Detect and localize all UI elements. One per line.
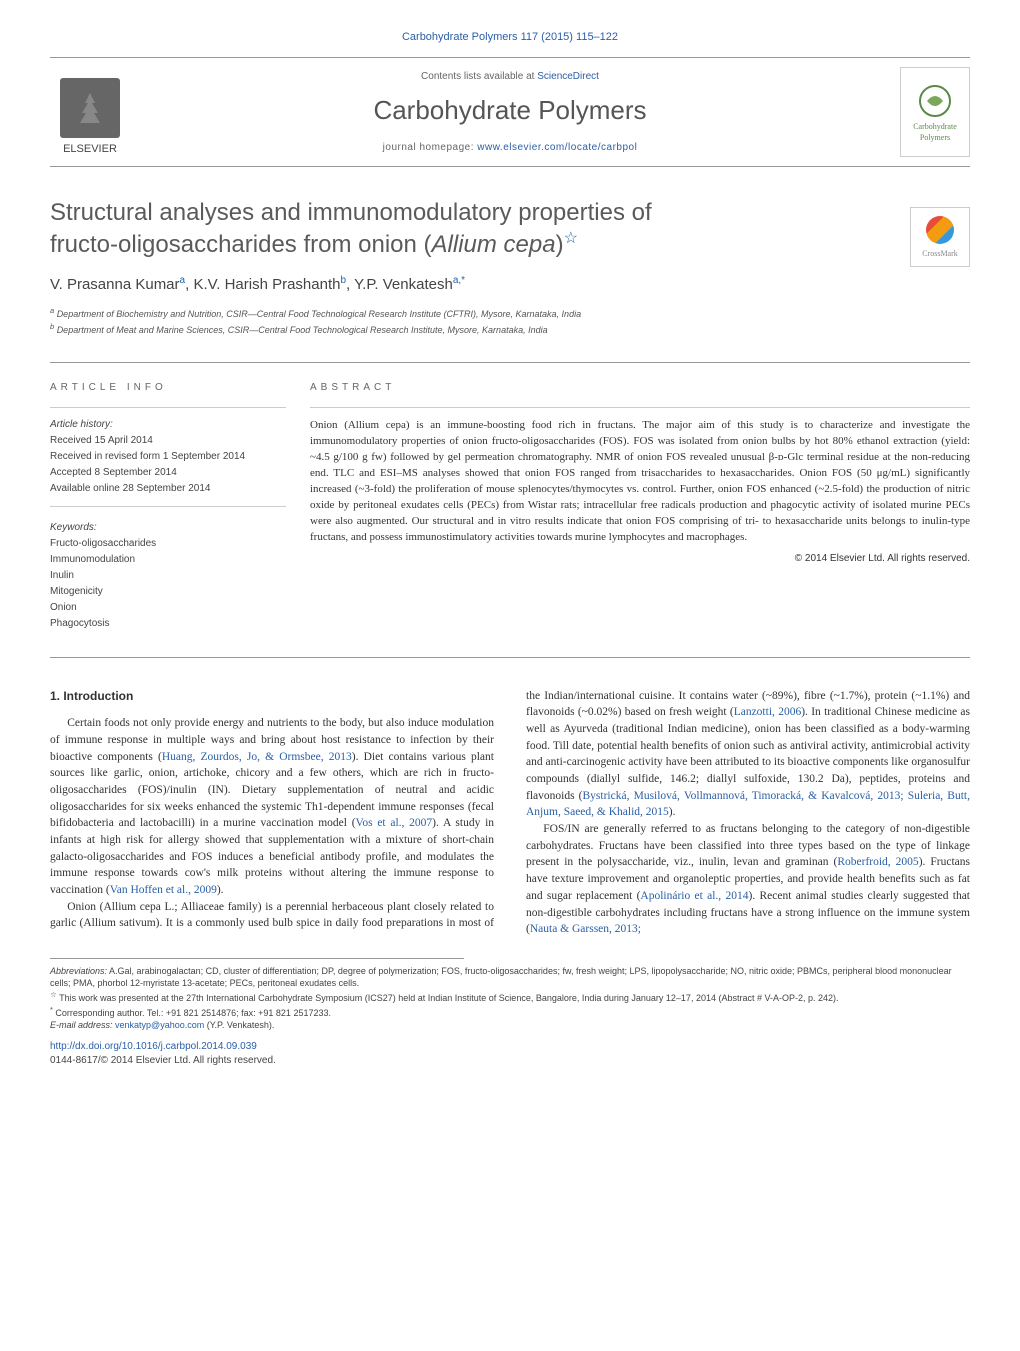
abbrev-text: A.Gal, arabinogalactan; CD, cluster of d… xyxy=(50,966,952,989)
contents-text: Contents lists available at xyxy=(421,71,534,82)
cover-text: Carbohydrate Polymers xyxy=(905,121,965,143)
homepage-link[interactable]: www.elsevier.com/locate/carbpol xyxy=(477,142,637,153)
article-title: Structural analyses and immunomodulatory… xyxy=(50,197,970,259)
divider xyxy=(310,407,970,408)
abstract-copyright: © 2014 Elsevier Ltd. All rights reserved… xyxy=(310,552,970,567)
keyword: Mitogenicity xyxy=(50,585,286,599)
p1-text-d: ). xyxy=(217,884,224,896)
issn-copyright: 0144-8617/© 2014 Elsevier Ltd. All right… xyxy=(50,1054,970,1068)
note-text: This work was presented at the 27th Inte… xyxy=(57,993,839,1003)
section-1-heading: 1. Introduction xyxy=(50,688,494,705)
abstract-text: Onion (Allium cepa) is an immune-boostin… xyxy=(310,418,970,546)
title-footnote-marker: ☆ xyxy=(564,230,578,247)
history-received: Received 15 April 2014 xyxy=(50,434,286,448)
citation-link[interactable]: Bystrická, Musilová, Vollmannová, Timora… xyxy=(526,790,970,819)
title-line1: Structural analyses and immunomodulatory… xyxy=(50,199,652,226)
body-para-3: FOS/IN are generally referred to as fruc… xyxy=(526,821,970,938)
history-accepted: Accepted 8 September 2014 xyxy=(50,466,286,480)
crossmark-icon xyxy=(926,216,954,244)
email-name: (Y.P. Venkatesh). xyxy=(204,1020,274,1030)
author-3: Y.P. Venkatesh xyxy=(354,276,453,293)
p2-text-c: ). xyxy=(669,806,676,818)
author-2-affil: b xyxy=(340,275,346,286)
citation-link[interactable]: Nauta & Garssen, 2013; xyxy=(530,923,641,935)
author-2: K.V. Harish Prashanth xyxy=(193,276,340,293)
publisher-name: ELSEVIER xyxy=(63,142,117,157)
authors-line: V. Prasanna Kumara, K.V. Harish Prashant… xyxy=(50,274,970,295)
sciencedirect-link[interactable]: ScienceDirect xyxy=(537,71,599,82)
abbreviations-note: Abbreviations: A.Gal, arabinogalactan; C… xyxy=(50,965,970,990)
author-1-affil: a xyxy=(180,275,186,286)
keyword: Immunomodulation xyxy=(50,553,286,567)
presentation-note: ☆ This work was presented at the 27th In… xyxy=(50,990,970,1005)
keyword: Inulin xyxy=(50,569,286,583)
journal-cover-thumb: Carbohydrate Polymers xyxy=(900,67,970,157)
title-species: Allium cepa xyxy=(432,231,556,258)
divider xyxy=(50,407,286,408)
citation-link[interactable]: Lanzotti, 2006 xyxy=(734,706,802,718)
p2-text-b: ). In traditional Chinese medicine as we… xyxy=(526,706,970,801)
history-label: Article history: xyxy=(50,418,286,432)
keyword: Onion xyxy=(50,601,286,615)
citation-link[interactable]: Apolinário et al., 2014 xyxy=(640,890,748,902)
abstract-column: abstract Onion (Allium cepa) is an immun… xyxy=(310,381,970,633)
affiliations: a Department of Biochemistry and Nutriti… xyxy=(50,305,970,338)
info-abstract-block: article info Article history: Received 1… xyxy=(50,362,970,658)
history-online: Available online 28 September 2014 xyxy=(50,482,286,496)
email-label: E-mail address: xyxy=(50,1020,113,1030)
citation-link[interactable]: Vos et al., 2007 xyxy=(356,817,433,829)
article-info-column: article info Article history: Received 1… xyxy=(50,381,310,633)
citation-link[interactable]: Van Hoffen et al., 2009 xyxy=(110,884,217,896)
contents-available-line: Contents lists available at ScienceDirec… xyxy=(373,70,646,84)
author-3-affil: a,* xyxy=(453,275,465,286)
article-info-label: article info xyxy=(50,381,286,395)
body-para-1: Certain foods not only provide energy an… xyxy=(50,715,494,898)
corresponding-author-note: * Corresponding author. Tel.: +91 821 25… xyxy=(50,1005,970,1020)
title-line2: fructo-oligosaccharides from onion ( xyxy=(50,231,432,258)
note-star: ☆ xyxy=(50,990,57,999)
keyword: Phagocytosis xyxy=(50,617,286,631)
email-link[interactable]: venkatyp@yahoo.com xyxy=(113,1020,205,1030)
citation-link[interactable]: Roberfroid, 2005 xyxy=(837,856,918,868)
crossmark-badge[interactable]: CrossMark xyxy=(910,207,970,267)
affiliation-b: Department of Meat and Marine Sciences, … xyxy=(57,325,548,335)
citation-header: Carbohydrate Polymers 117 (2015) 115–122 xyxy=(50,30,970,45)
crossmark-label: CrossMark xyxy=(922,248,958,259)
abbrev-label: Abbreviations: xyxy=(50,966,107,976)
journal-header-bar: ELSEVIER Contents lists available at Sci… xyxy=(50,57,970,167)
elsevier-tree-icon xyxy=(60,78,120,138)
journal-name: Carbohydrate Polymers xyxy=(373,92,646,128)
citation-link[interactable]: Huang, Zourdos, Jo, & Ormsbee, 2013 xyxy=(162,751,352,763)
affiliation-a: Department of Biochemistry and Nutrition… xyxy=(57,309,581,319)
abstract-label: abstract xyxy=(310,381,970,396)
history-revised: Received in revised form 1 September 201… xyxy=(50,450,286,464)
title-end: ) xyxy=(556,231,564,258)
publisher-logo: ELSEVIER xyxy=(50,67,130,157)
body-two-column: 1. Introduction Certain foods not only p… xyxy=(50,688,970,938)
corr-text: Corresponding author. Tel.: +91 821 2514… xyxy=(53,1008,331,1018)
footer-divider xyxy=(50,958,464,959)
journal-homepage-line: journal homepage: www.elsevier.com/locat… xyxy=(373,141,646,155)
footer-notes: Abbreviations: A.Gal, arabinogalactan; C… xyxy=(50,958,970,1068)
homepage-label: journal homepage: xyxy=(383,142,474,153)
keyword: Fructo-oligosaccharides xyxy=(50,537,286,551)
divider xyxy=(50,506,286,507)
author-1: V. Prasanna Kumar xyxy=(50,276,180,293)
email-line: E-mail address: venkatyp@yahoo.com (Y.P.… xyxy=(50,1019,970,1032)
doi-link[interactable]: http://dx.doi.org/10.1016/j.carbpol.2014… xyxy=(50,1040,970,1054)
keywords-label: Keywords: xyxy=(50,521,286,535)
